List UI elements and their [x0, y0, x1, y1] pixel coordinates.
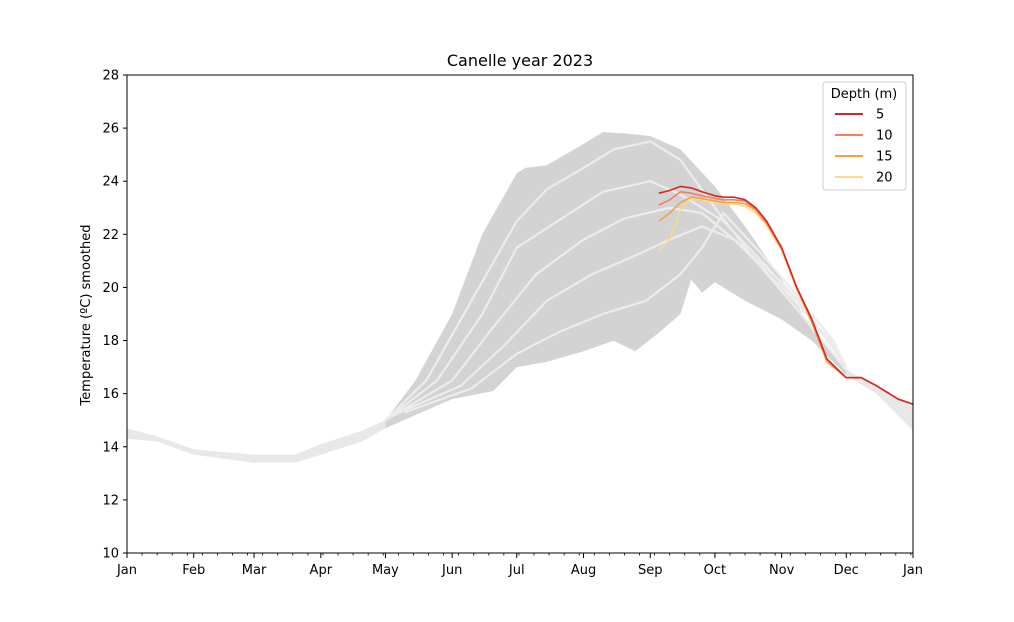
y-axis-ticks: 10 12 14 16 18 20 22 24 26 28 [102, 69, 127, 562]
y-tick-label: 16 [102, 387, 119, 402]
legend-label-depth-15: 15 [876, 150, 893, 165]
historical-line-4 [393, 225, 848, 416]
historical-line-3 [384, 206, 848, 422]
x-tick-label: Oct [704, 563, 726, 578]
x-tick-label: Apr [310, 563, 333, 578]
historical-lines-group [384, 140, 848, 422]
x-tick-label: Feb [182, 563, 205, 578]
y-tick-label: 10 [102, 547, 119, 562]
plot-frame [126, 74, 914, 554]
x-axis-ticks: Jan Feb Mar Apr May Jun Jul Aug Sep Oct Nov Dec Jan [116, 553, 923, 578]
chart-title: Canelle year 2023 [447, 51, 593, 70]
series-line-depth-5 [658, 185, 914, 406]
y-tick-label: 14 [102, 440, 119, 455]
x-tick-label: Jan [902, 563, 923, 578]
y-tick-label: 26 [102, 122, 119, 137]
x-tick-label: Mar [242, 563, 267, 578]
x-tick-label: Jun [441, 563, 462, 578]
legend-label-depth-20: 20 [876, 171, 893, 186]
y-tick-label: 20 [102, 281, 119, 296]
legend-label-depth-5: 5 [876, 108, 884, 123]
x-tick-label: Nov [769, 563, 795, 578]
legend-items: 5 10 15 20 [835, 108, 893, 186]
legend: Depth (m) 5 10 15 20 [822, 81, 907, 191]
x-tick-label: Jul [508, 563, 525, 578]
legend-label-depth-10: 10 [876, 129, 893, 144]
legend-box [822, 81, 907, 191]
x-tick-label: Sep [638, 563, 663, 578]
depth-series-group [658, 185, 914, 406]
x-tick-label: Aug [571, 563, 596, 578]
x-tick-label: Dec [834, 563, 859, 578]
band-inner [385, 132, 847, 429]
y-axis-label: Temperature (ºC) smoothed [79, 225, 94, 407]
historical-band-group [127, 132, 913, 463]
y-tick-label: 22 [102, 228, 119, 243]
legend-title: Depth (m) [831, 87, 898, 102]
y-tick-label: 18 [102, 334, 119, 349]
y-tick-label: 28 [102, 69, 119, 84]
y-tick-label: 12 [102, 493, 119, 508]
x-tick-label: Jan [116, 563, 137, 578]
x-tick-label: May [372, 563, 399, 578]
y-tick-label: 24 [102, 175, 119, 190]
historical-line-5 [404, 211, 848, 414]
